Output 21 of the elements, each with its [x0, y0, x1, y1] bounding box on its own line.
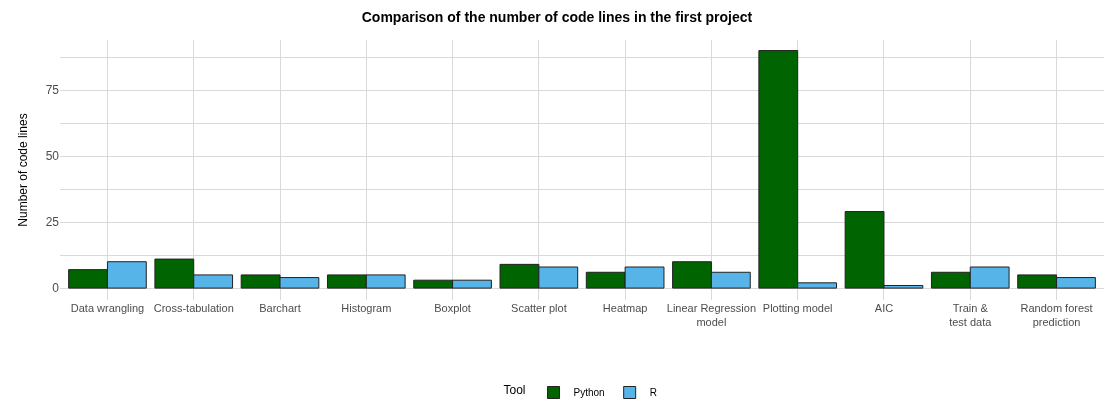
legend-title: Tool [503, 382, 526, 397]
y-tick-label: 75 [45, 83, 60, 98]
chart-title: Comparison of the number of code lines in the first project [361, 9, 753, 26]
x-tick-label: Random forest prediction [1020, 302, 1093, 329]
x-tick-label: Cross-tabulation [153, 302, 234, 314]
y-tick-label: 25 [45, 215, 60, 230]
legend-label: R [649, 387, 657, 399]
legend-label: Python [573, 387, 605, 399]
x-tick-label: Data wrangling [70, 302, 145, 314]
x-tick-label: AIC [874, 302, 894, 314]
x-tick-label: Boxplot [434, 302, 471, 314]
x-tick-label: Histogram [341, 302, 392, 314]
x-tick-label: Plotting model [762, 302, 833, 314]
x-tick-label: Linear Regression model [666, 302, 757, 329]
x-tick-label: Scatter plot [511, 302, 567, 314]
x-tick-label: Barchart [259, 302, 301, 314]
y-tick-label: 0 [52, 281, 60, 296]
y-tick-label: 50 [45, 149, 60, 164]
x-tick-label: Train & test data [949, 302, 993, 329]
y-axis-title: Number of code lines [15, 113, 30, 227]
x-tick-label: Heatmap [602, 302, 648, 314]
